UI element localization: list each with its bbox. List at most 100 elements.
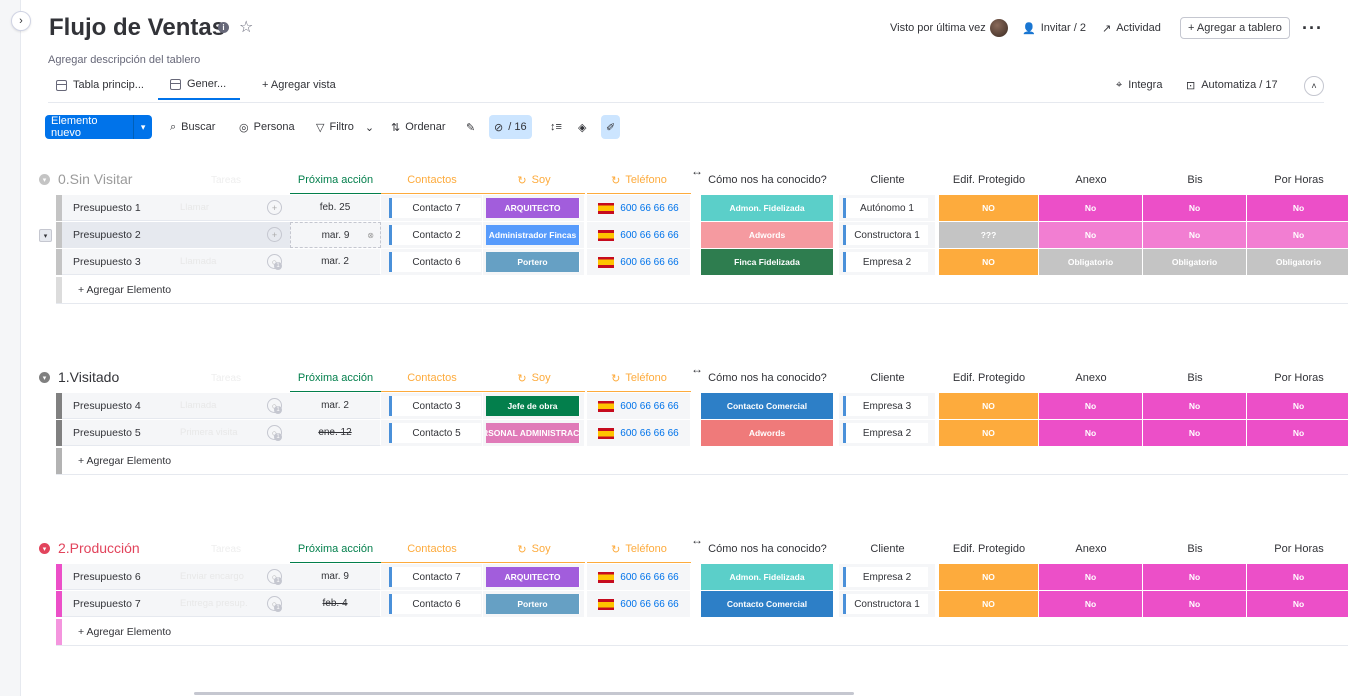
item-name[interactable]: Presupuesto 3: [73, 256, 141, 268]
collapse-group-icon[interactable]: ▾: [39, 543, 50, 554]
resize-column-icon[interactable]: ↔: [691, 164, 703, 178]
item-name[interactable]: Presupuesto 6: [73, 571, 141, 583]
new-item-button[interactable]: Elemento nuevo ▾: [45, 115, 152, 139]
chevron-down-icon[interactable]: ▾: [133, 115, 152, 139]
bis-status-cell[interactable]: No: [1143, 564, 1247, 590]
item-name[interactable]: Presupuesto 1: [73, 202, 141, 214]
collapse-header-button[interactable]: ˄: [1304, 76, 1324, 96]
client-chip[interactable]: Empresa 2: [843, 252, 928, 272]
soy-label[interactable]: Portero: [486, 252, 580, 272]
bis-status-cell[interactable]: No: [1143, 195, 1247, 221]
row-menu-icon[interactable]: ▾: [39, 229, 52, 242]
contact-chip[interactable]: Contacto 7: [389, 567, 481, 587]
table-row[interactable]: Presupuesto 4 Llamada ○ 1 mar. 2 Contacto 3 Je…: [56, 393, 1348, 419]
table-row[interactable]: Presupuesto 1 Llamar + feb. 25 Contacto 7 ARQ…: [56, 195, 1348, 221]
hours-status-cell[interactable]: No: [1247, 591, 1348, 617]
annex-status-cell[interactable]: No: [1039, 222, 1143, 248]
hide-columns-button[interactable]: ⊘ / 16: [489, 115, 532, 139]
add-item-label[interactable]: + Agregar Elemento: [78, 284, 172, 296]
col-next-action[interactable]: Próxima acción: [290, 167, 381, 194]
expand-sidebar-button[interactable]: ›: [11, 11, 31, 31]
col-client[interactable]: Cliente: [839, 167, 936, 193]
col-soy[interactable]: ↻ Soy: [483, 536, 585, 563]
item-name-cell[interactable]: Presupuesto 7 Entrega presup. ○ 1: [62, 591, 292, 617]
col-contacts[interactable]: Contactos: [381, 167, 483, 194]
info-icon[interactable]: i: [218, 22, 229, 33]
client-cell[interactable]: Constructora 1: [839, 591, 936, 617]
client-chip[interactable]: Constructora 1: [843, 594, 928, 614]
add-item-row[interactable]: + Agregar Elemento: [56, 448, 1348, 475]
invite-button[interactable]: 👤 Invitar / 2: [1022, 14, 1086, 42]
annex-status-cell[interactable]: No: [1039, 195, 1143, 221]
col-phone[interactable]: ↻ Teléfono: [587, 536, 691, 563]
item-name[interactable]: Presupuesto 5: [73, 427, 141, 439]
col-how-known[interactable]: Cómo nos ha conocido?: [701, 536, 834, 562]
contact-cell[interactable]: Contacto 6: [381, 249, 483, 275]
phone-cell[interactable]: 600 66 66 66: [587, 249, 691, 275]
add-view-button[interactable]: + Agregar vista: [262, 70, 336, 100]
table-row[interactable]: Presupuesto 6 Enviar encargo ○ 1 mar. 9 Conta…: [56, 564, 1348, 590]
protected-status-cell[interactable]: NO: [939, 591, 1039, 617]
hours-status-cell[interactable]: Obligatorio: [1247, 249, 1348, 275]
item-name-cell[interactable]: Presupuesto 3 Llamada ○ 1: [62, 249, 292, 275]
phone-value[interactable]: 600 66 66 66: [620, 400, 679, 412]
add-to-board-button[interactable]: + Agregar a tablero: [1180, 14, 1290, 42]
edit-pen-icon[interactable]: ✐: [601, 115, 621, 139]
col-phone[interactable]: ↻ Teléfono: [587, 365, 691, 392]
annex-status-cell[interactable]: No: [1039, 420, 1143, 446]
client-chip[interactable]: Autónomo 1: [843, 198, 928, 218]
contact-cell[interactable]: Contacto 7: [381, 564, 483, 590]
contact-chip[interactable]: Contacto 5: [389, 423, 481, 443]
contact-chip[interactable]: Contacto 6: [389, 594, 481, 614]
phone-value[interactable]: 600 66 66 66: [620, 229, 679, 241]
contact-cell[interactable]: Contacto 5: [381, 420, 483, 446]
soy-cell[interactable]: ARQUITECTO: [483, 195, 585, 221]
soy-cell[interactable]: ARQUITECTO: [483, 564, 585, 590]
client-chip[interactable]: Empresa 2: [843, 423, 928, 443]
client-cell[interactable]: Empresa 2: [839, 564, 936, 590]
client-cell[interactable]: Empresa 2: [839, 420, 936, 446]
col-hours[interactable]: Por Horas: [1247, 536, 1348, 562]
col-soy[interactable]: ↻ Soy: [483, 365, 585, 392]
pin-icon[interactable]: ✎: [466, 121, 476, 134]
col-how-known[interactable]: Cómo nos ha conocido?: [701, 365, 834, 391]
table-row[interactable]: Presupuesto 5 Primera visita ○ 1 ene. 12 Cont…: [56, 420, 1348, 446]
client-chip[interactable]: Constructora 1: [843, 225, 928, 245]
col-bis[interactable]: Bis: [1143, 167, 1247, 193]
phone-cell[interactable]: 600 66 66 66: [587, 564, 691, 590]
annex-status-cell[interactable]: No: [1039, 393, 1143, 419]
soy-label[interactable]: PERSONAL ADMINISTRACIÓN: [486, 423, 580, 443]
date-cell[interactable]: ene. 12: [290, 420, 381, 446]
protected-status-cell[interactable]: NO: [939, 393, 1039, 419]
contact-cell[interactable]: Contacto 6: [381, 591, 483, 617]
contact-chip[interactable]: Contacto 3: [389, 396, 481, 416]
hours-status-cell[interactable]: No: [1247, 420, 1348, 446]
how-known-cell[interactable]: Adwords: [701, 222, 834, 248]
client-cell[interactable]: Empresa 3: [839, 393, 936, 419]
collapse-group-icon[interactable]: ▾: [39, 174, 50, 185]
soy-label[interactable]: ARQUITECTO: [486, 567, 580, 587]
col-annex[interactable]: Anexo: [1039, 365, 1143, 391]
paint-bucket-icon[interactable]: ◈: [578, 121, 587, 134]
row-height-icon[interactable]: ↕≡: [550, 121, 562, 133]
client-chip[interactable]: Empresa 3: [843, 396, 928, 416]
soy-label[interactable]: Administrador Fincas: [486, 225, 580, 245]
col-client[interactable]: Cliente: [839, 536, 936, 562]
phone-cell[interactable]: 600 66 66 66: [587, 420, 691, 446]
bis-status-cell[interactable]: No: [1143, 222, 1247, 248]
how-known-cell[interactable]: Contacto Comercial: [701, 393, 834, 419]
col-soy[interactable]: ↻ Soy: [483, 167, 585, 194]
how-known-cell[interactable]: Admon. Fidelizada: [701, 564, 834, 590]
automate-button[interactable]: ⊡ Automatiza / 17: [1186, 70, 1278, 100]
last-seen[interactable]: Visto por última vez: [890, 14, 1008, 42]
more-options-icon[interactable]: ···: [1302, 17, 1323, 38]
sort-button[interactable]: ⇅ Ordenar: [391, 115, 446, 139]
col-hours[interactable]: Por Horas: [1247, 167, 1348, 193]
soy-label[interactable]: Portero: [486, 594, 580, 614]
item-name-cell[interactable]: Presupuesto 4 Llamada ○ 1: [62, 393, 292, 419]
date-cell[interactable]: mar. 2: [290, 393, 381, 419]
bis-status-cell[interactable]: No: [1143, 591, 1247, 617]
client-cell[interactable]: Autónomo 1: [839, 195, 936, 221]
bis-status-cell[interactable]: No: [1143, 420, 1247, 446]
client-cell[interactable]: Empresa 2: [839, 249, 936, 275]
